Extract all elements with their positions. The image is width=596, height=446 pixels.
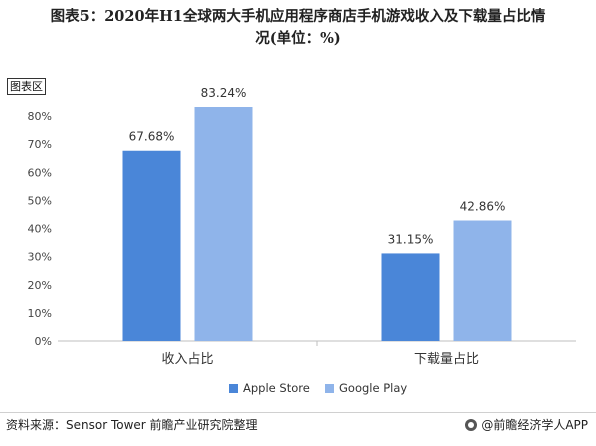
bar bbox=[453, 220, 512, 341]
y-tick-label: 30% bbox=[28, 251, 52, 264]
source-note: 资料来源：Sensor Tower 前瞻产业研究院整理 bbox=[6, 418, 258, 432]
y-tick-label: 70% bbox=[28, 138, 52, 151]
data-label: 31.15% bbox=[388, 232, 434, 246]
legend-entry: Apple Store bbox=[243, 381, 310, 395]
data-label: 67.68% bbox=[129, 130, 175, 144]
qianzhan-logo-icon bbox=[465, 419, 478, 431]
data-label: 42.86% bbox=[460, 200, 506, 214]
x-tick-label: 收入占比 bbox=[161, 352, 213, 367]
y-tick-label: 10% bbox=[28, 307, 52, 320]
chart-area-label: 图表区 bbox=[7, 78, 46, 95]
legend-swatch bbox=[325, 384, 334, 393]
legend-entry: Google Play bbox=[339, 381, 407, 395]
y-tick-label: 80% bbox=[28, 110, 52, 123]
x-tick-label: 下载量占比 bbox=[414, 352, 479, 367]
y-tick-label: 50% bbox=[28, 194, 52, 207]
y-tick-label: 40% bbox=[28, 223, 52, 236]
brand-credit: @前瞻经济学人APP bbox=[465, 417, 588, 433]
data-label: 83.24% bbox=[201, 86, 247, 100]
brand-credit-text: @前瞻经济学人APP bbox=[481, 418, 588, 432]
legend-swatch bbox=[229, 384, 238, 393]
chart-title: 图表5：2020年H1全球两大手机应用程序商店手机游戏收入及下载量占比情 况(单… bbox=[0, 6, 596, 50]
footer-divider bbox=[0, 412, 596, 413]
y-tick-label: 60% bbox=[28, 166, 52, 179]
y-tick-label: 20% bbox=[28, 279, 52, 292]
bar bbox=[381, 253, 440, 341]
chart-title-line-1: 图表5：2020年H1全球两大手机应用程序商店手机游戏收入及下载量占比情 bbox=[50, 8, 546, 25]
bar bbox=[122, 150, 181, 341]
chart-title-line-2: 况(单位：%) bbox=[255, 30, 341, 47]
y-tick-label: 0% bbox=[35, 335, 52, 348]
bar bbox=[194, 107, 253, 341]
